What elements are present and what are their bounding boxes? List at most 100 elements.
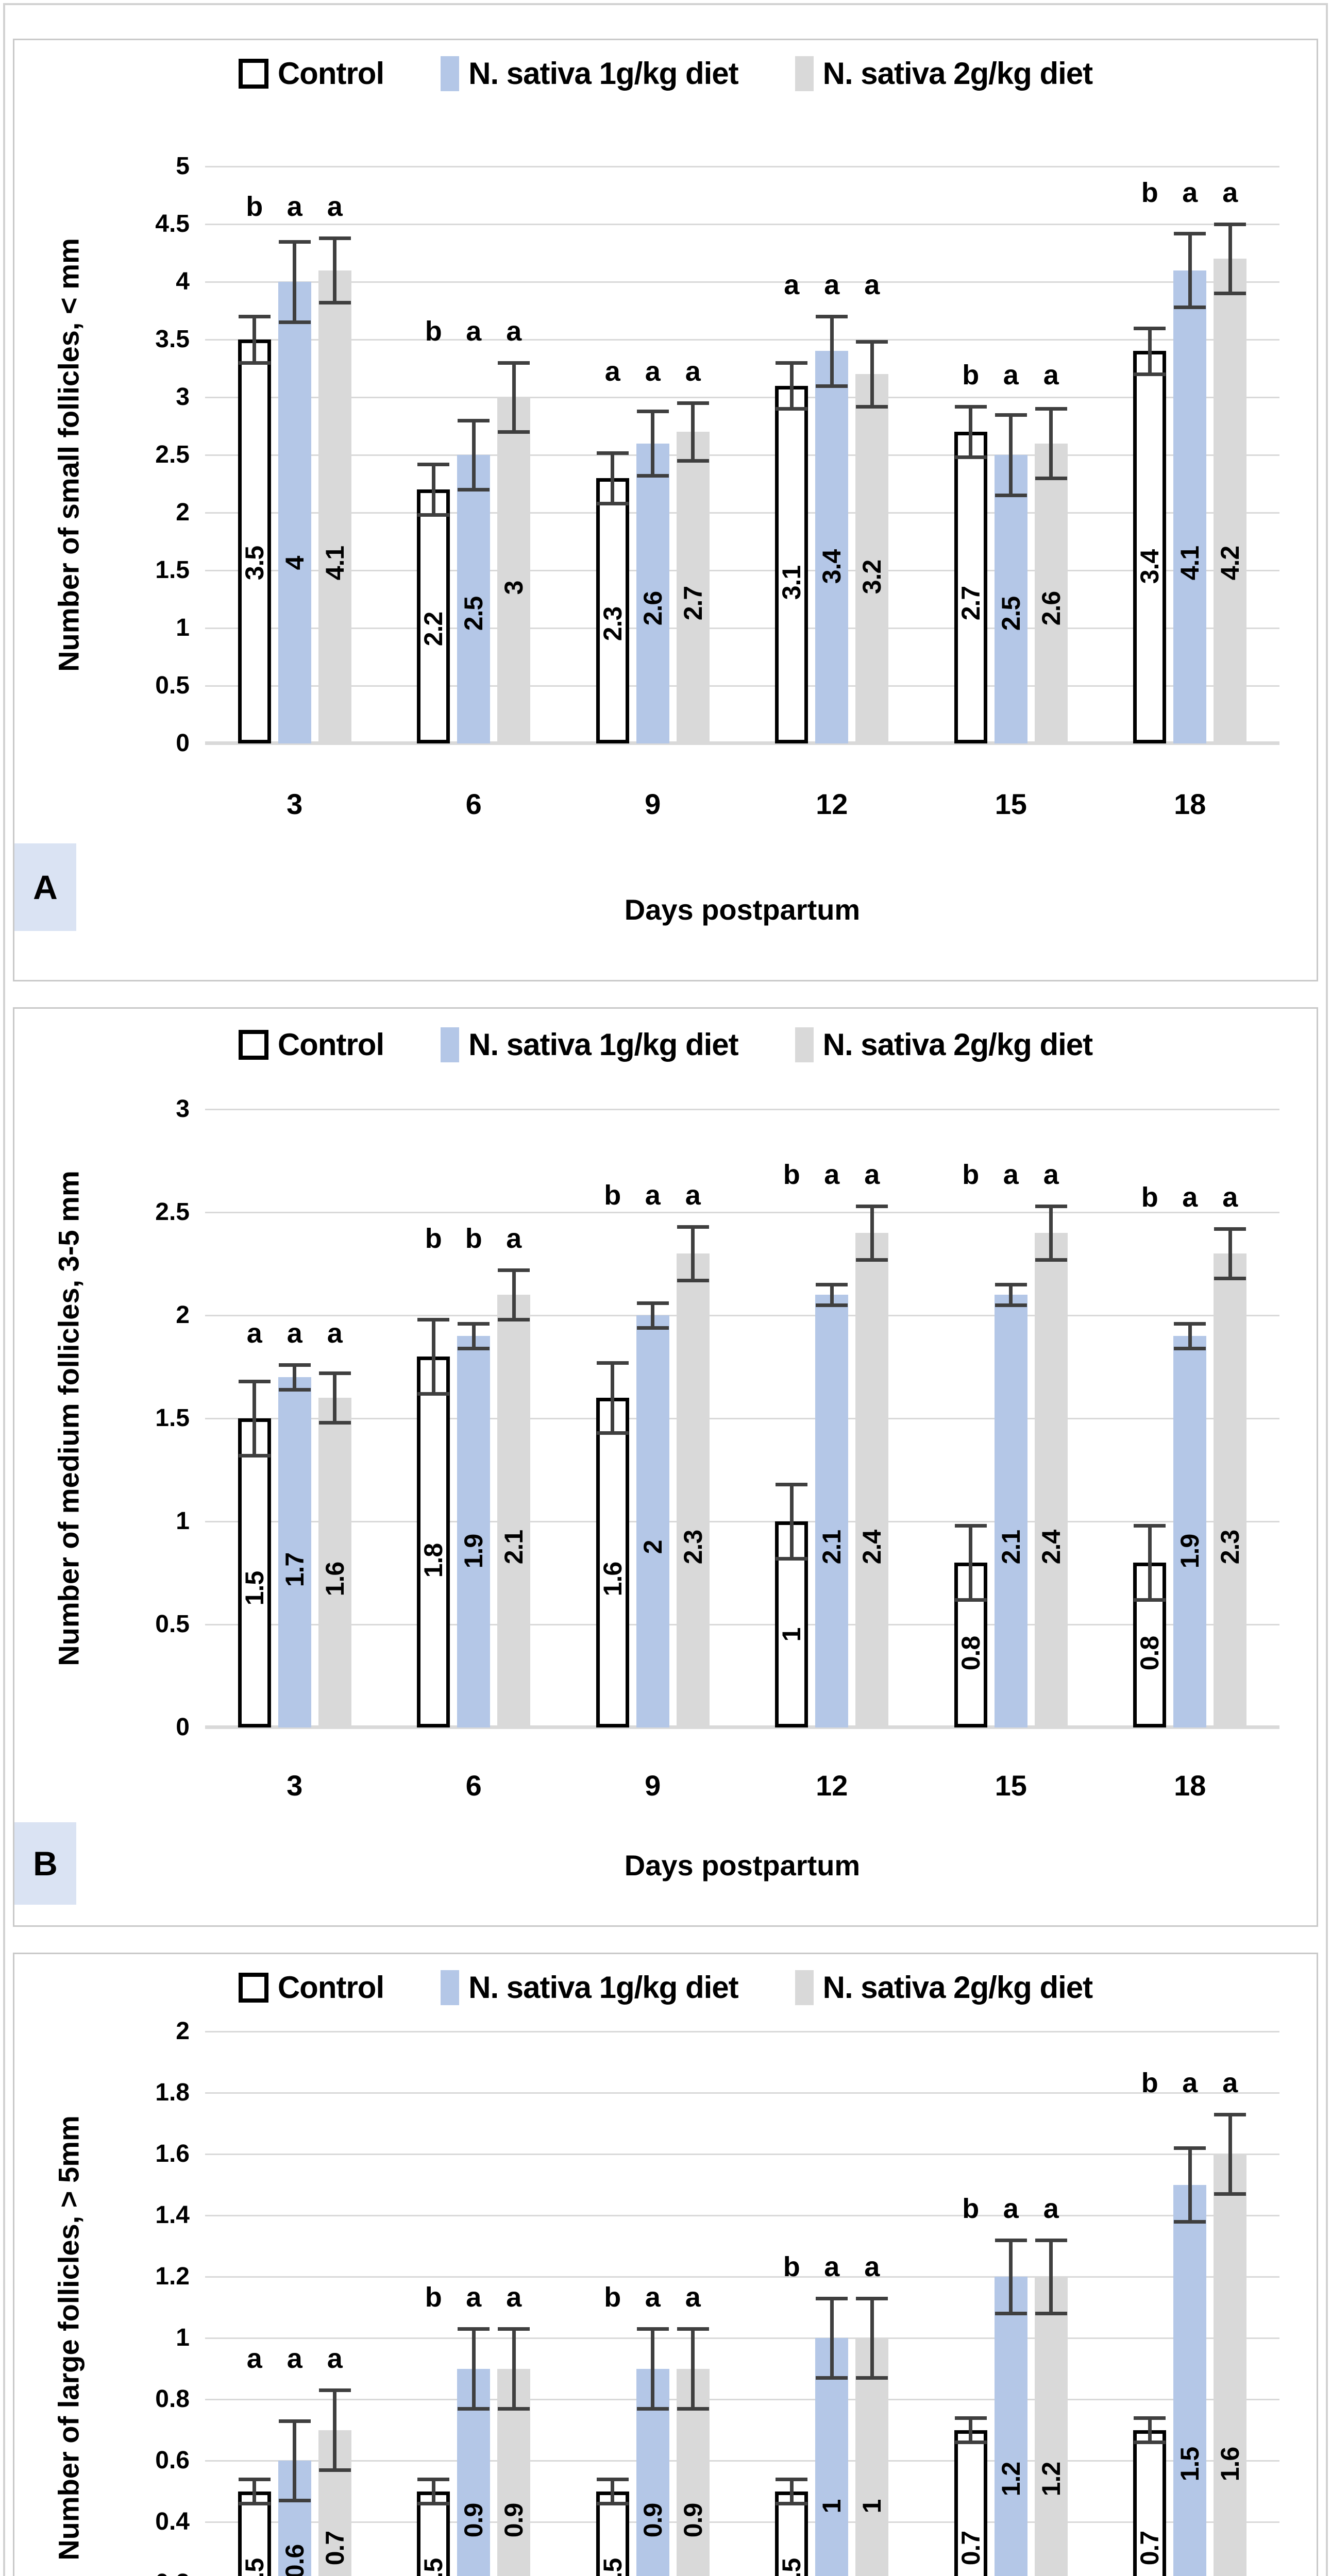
error-bar-cap: [816, 1303, 848, 1307]
error-bar: [691, 2329, 695, 2409]
error-bar: [252, 2479, 257, 2504]
error-bar-cap: [636, 2406, 669, 2411]
sig-letter: a: [824, 1159, 840, 1190]
error-bar-cap: [776, 1557, 808, 1561]
legend: Control N. sativa 1g/kg diet N. sativa 2g/…: [14, 1027, 1317, 1062]
value-label: 0.5: [419, 2558, 448, 2576]
sig-letter: b: [962, 2193, 980, 2224]
panel-letter-badge: B: [14, 1822, 76, 1905]
legend-item: N. sativa 1g/kg diet: [441, 1970, 739, 2005]
value-label: 4.1: [320, 546, 349, 581]
error-bar: [870, 1206, 874, 1260]
sig-letter: b: [465, 1223, 482, 1254]
value-label: 2.1: [499, 1530, 529, 1565]
gridline: [205, 2276, 1279, 2278]
value-label: 2.5: [459, 596, 488, 631]
sig-letter: b: [604, 1180, 621, 1211]
error-bar: [1228, 1229, 1232, 1278]
error-bar-cap: [1035, 1258, 1067, 1262]
legend-swatch-icon: [795, 1027, 814, 1062]
value-label: 2: [638, 1540, 667, 1554]
sig-letter: b: [1141, 177, 1158, 208]
bar-s2g: [1034, 1233, 1068, 1727]
y-tick-label: 0.6: [155, 2447, 190, 2474]
value-label: 2.3: [678, 1530, 707, 1565]
error-bar-cap: [238, 1454, 271, 1458]
error-bar: [1228, 2114, 1232, 2194]
sig-letter: a: [1043, 1159, 1059, 1190]
error-bar: [969, 1526, 973, 1600]
value-label: 0.6: [280, 2545, 309, 2576]
value-label: 0.5: [240, 2558, 269, 2576]
value-label: 0.9: [499, 2503, 529, 2538]
legend-swatch-control-icon: [238, 1029, 268, 1060]
bar-control: [954, 432, 987, 743]
error-bar-cap: [816, 384, 848, 388]
error-bar-cap: [596, 451, 629, 455]
error-bar: [611, 452, 615, 504]
error-bar-cap: [954, 1598, 987, 1602]
sig-letter: a: [1182, 2067, 1198, 2098]
x-tick-label: 6: [465, 1769, 482, 1802]
y-tick-label: 1: [176, 2324, 190, 2351]
gridline: [205, 1418, 1279, 1419]
error-bar-cap: [1174, 231, 1206, 235]
error-bar: [431, 1319, 435, 1394]
gridline: [205, 281, 1279, 283]
y-tick-label: 1.4: [155, 2201, 190, 2229]
error-bar: [830, 1284, 834, 1305]
sig-letter: b: [1141, 2067, 1158, 2098]
error-bar-cap: [278, 1363, 311, 1367]
bar-control: [1133, 351, 1167, 743]
error-bar: [1049, 409, 1053, 478]
error-bar-cap: [995, 1283, 1027, 1286]
legend-item: Control: [238, 56, 384, 91]
x-tick-label: 3: [287, 1769, 303, 1802]
sig-letter: a: [645, 2282, 661, 2313]
sig-letter: a: [1043, 2193, 1059, 2224]
bar-s1g: [457, 1336, 491, 1727]
y-tick-label: 2: [176, 1301, 190, 1329]
error-bar-cap: [954, 1524, 987, 1528]
value-label: 2.6: [1036, 591, 1066, 626]
error-bar-cap: [636, 2327, 669, 2331]
sig-letter: a: [784, 269, 800, 301]
value-label: 1: [777, 1628, 806, 1642]
error-bar-cap: [1214, 1277, 1246, 1280]
error-bar-cap: [954, 2416, 987, 2420]
error-bar: [512, 362, 516, 432]
legend-swatch-icon: [441, 1970, 460, 2005]
bar-s1g: [994, 455, 1027, 743]
error-bar-cap: [954, 2441, 987, 2445]
y-tick-label: 3: [176, 383, 190, 411]
value-label: 0.7: [1135, 2531, 1165, 2565]
bar-s1g: [1173, 1336, 1207, 1727]
y-tick-label: 3: [176, 1095, 190, 1123]
error-bar: [252, 316, 257, 363]
sig-letter: a: [327, 1318, 343, 1349]
error-bar: [611, 2479, 615, 2504]
error-bar-cap: [1035, 1205, 1067, 1208]
error-bar-cap: [596, 502, 629, 506]
error-bar-cap: [596, 1431, 629, 1435]
sig-letter: a: [1182, 177, 1198, 208]
error-bar-cap: [1134, 2416, 1166, 2420]
value-label: 1.6: [320, 1562, 349, 1597]
sig-letter: a: [685, 356, 701, 387]
gridline: [205, 2031, 1279, 2032]
bar-s2g: [318, 1398, 351, 1727]
error-bar-cap: [278, 2499, 311, 2503]
error-bar-cap: [417, 513, 450, 517]
gridline: [205, 166, 1279, 167]
error-bar-cap: [498, 2406, 530, 2411]
sig-letter: a: [1003, 1159, 1019, 1190]
error-bar-cap: [458, 2327, 490, 2331]
bar-s1g: [278, 282, 311, 743]
sig-letter: b: [604, 2282, 621, 2313]
error-bar-cap: [318, 1371, 351, 1375]
error-bar: [471, 420, 476, 490]
bar-s2g: [1034, 443, 1068, 743]
gridline: [205, 512, 1279, 514]
y-tick-label: 4.5: [155, 210, 190, 238]
bar-control: [417, 489, 450, 743]
